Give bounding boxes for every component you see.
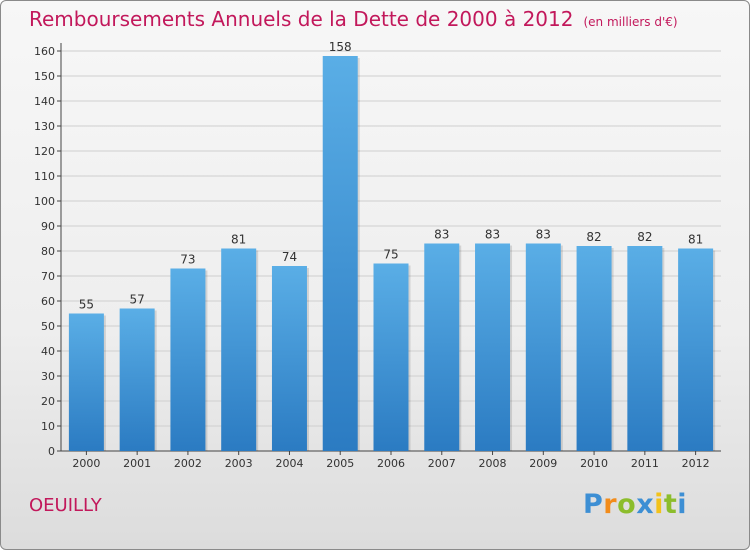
bar-value-label: 83 xyxy=(485,228,500,242)
bar xyxy=(373,263,409,451)
bar xyxy=(678,248,714,451)
y-tick-label: 50 xyxy=(41,320,55,333)
x-tick-label: 2001 xyxy=(123,457,151,470)
title-unit: (en milliers d'€) xyxy=(583,15,678,29)
y-tick-label: 10 xyxy=(41,420,55,433)
logo-letter: r xyxy=(603,489,618,520)
x-tick-label: 2002 xyxy=(174,457,202,470)
y-tick-label: 120 xyxy=(34,145,55,158)
bar xyxy=(576,246,612,451)
x-tick-label: 2007 xyxy=(428,457,456,470)
bar-value-label: 73 xyxy=(180,253,195,267)
y-tick-label: 150 xyxy=(34,70,55,83)
y-tick-label: 20 xyxy=(41,395,55,408)
logo-letter: o xyxy=(617,489,637,520)
y-tick-label: 60 xyxy=(41,295,55,308)
logo-letter: i xyxy=(677,489,688,520)
bar xyxy=(271,266,307,451)
bar-value-label: 81 xyxy=(231,233,246,247)
x-tick-label: 2000 xyxy=(72,457,100,470)
bar-value-label: 55 xyxy=(79,298,94,312)
y-tick-label: 140 xyxy=(34,95,55,108)
y-tick-label: 130 xyxy=(34,120,55,133)
logo-letter: t xyxy=(663,489,678,520)
y-tick-label: 100 xyxy=(34,195,55,208)
commune-name: OEUILLY xyxy=(29,495,102,516)
bar-value-label: 158 xyxy=(329,40,352,54)
bar xyxy=(170,268,206,451)
bar xyxy=(119,308,155,451)
bars xyxy=(68,56,716,451)
x-tick-label: 2009 xyxy=(529,457,557,470)
y-tick-label: 40 xyxy=(41,345,55,358)
logo-letter: x xyxy=(636,489,655,520)
bar-value-label: 82 xyxy=(637,230,652,244)
x-tick-label: 2008 xyxy=(479,457,507,470)
proxiti-logo: Proxiti xyxy=(583,489,687,520)
x-tick-label: 2011 xyxy=(631,457,659,470)
x-tick-label: 2006 xyxy=(377,457,405,470)
bar-value-label: 83 xyxy=(536,228,551,242)
title-text: Remboursements Annuels de la Dette de 20… xyxy=(29,7,574,31)
logo-letter: P xyxy=(583,489,604,520)
bar xyxy=(322,56,358,451)
x-tick-label: 2005 xyxy=(326,457,354,470)
bar xyxy=(475,243,511,451)
bar-value-label: 75 xyxy=(383,248,398,262)
labels: 0 10 20 30 40 50 60 70 80 90 100 110 120 130 140 150 160… xyxy=(34,40,710,470)
bar-value-label: 83 xyxy=(434,228,449,242)
bar-value-label: 81 xyxy=(688,233,703,247)
y-tick-label: 0 xyxy=(48,445,55,458)
bar-value-label: 57 xyxy=(130,293,145,307)
x-tick-label: 2004 xyxy=(275,457,303,470)
chart-title: Remboursements Annuels de la Dette de 20… xyxy=(29,7,678,31)
y-tick-label: 90 xyxy=(41,220,55,233)
y-tick-label: 160 xyxy=(34,45,55,58)
bar xyxy=(424,243,460,451)
bar-value-label: 74 xyxy=(282,250,297,264)
y-tick-label: 110 xyxy=(34,170,55,183)
bar xyxy=(68,313,104,451)
y-tick-label: 80 xyxy=(41,245,55,258)
y-tick-label: 30 xyxy=(41,370,55,383)
bar-value-label: 82 xyxy=(586,230,601,244)
y-tick-label: 70 xyxy=(41,270,55,283)
logo-letter: i xyxy=(654,489,664,520)
x-tick-label: 2012 xyxy=(682,457,710,470)
x-tick-label: 2010 xyxy=(580,457,608,470)
x-tick-label: 2003 xyxy=(225,457,253,470)
bar xyxy=(221,248,257,451)
bar xyxy=(627,246,663,451)
bar xyxy=(525,243,561,451)
